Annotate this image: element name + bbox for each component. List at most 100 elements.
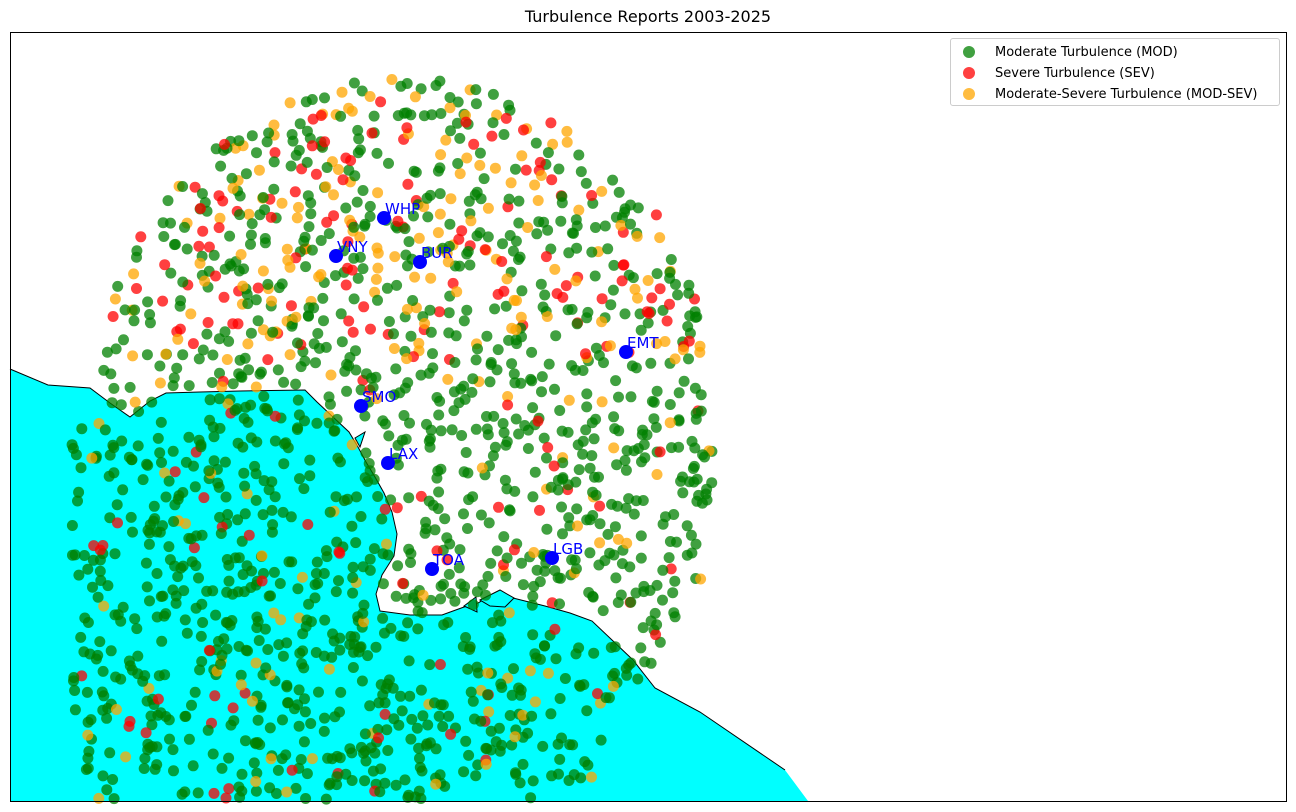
point-mod xyxy=(590,222,601,233)
point-mod xyxy=(133,406,145,417)
point-sev xyxy=(441,554,453,566)
point-mod xyxy=(470,354,482,366)
point-mod xyxy=(527,775,539,787)
point-mod-sev xyxy=(199,275,211,287)
point-mod xyxy=(123,655,135,667)
point-sev xyxy=(445,728,457,740)
point-mod-sev xyxy=(221,354,233,365)
point-mod xyxy=(216,649,228,661)
point-mod xyxy=(584,547,596,559)
point-mod xyxy=(414,752,425,764)
point-mod xyxy=(635,324,647,336)
point-mod xyxy=(543,358,555,370)
point-mod xyxy=(437,721,449,732)
point-mod xyxy=(584,462,596,474)
point-mod xyxy=(280,749,292,761)
point-mod xyxy=(219,456,231,468)
point-mod xyxy=(405,733,417,745)
point-mod xyxy=(262,644,274,655)
point-mod xyxy=(448,386,460,398)
point-mod-sev xyxy=(246,695,258,707)
point-mod xyxy=(332,452,344,464)
point-mod xyxy=(546,770,558,782)
point-mod-sev xyxy=(306,753,318,765)
point-sev xyxy=(661,315,673,327)
point-mod xyxy=(503,193,515,205)
point-mod xyxy=(357,607,369,619)
point-mod xyxy=(526,710,538,722)
point-mod xyxy=(578,679,590,691)
point-mod xyxy=(340,202,352,214)
point-mod xyxy=(112,280,124,292)
point-mod xyxy=(550,653,562,665)
point-mod xyxy=(168,516,180,527)
point-sev xyxy=(315,110,327,121)
point-mod xyxy=(215,160,227,172)
point-mod xyxy=(539,289,551,301)
point-mod xyxy=(317,292,329,304)
point-mod xyxy=(269,435,281,447)
point-mod xyxy=(555,215,567,227)
point-mod xyxy=(359,775,371,787)
point-mod xyxy=(372,723,384,735)
point-mod xyxy=(146,719,158,731)
point-mod xyxy=(107,439,119,451)
point-sev xyxy=(460,116,472,128)
point-mod xyxy=(167,744,179,756)
point-mod xyxy=(370,641,382,653)
airport-marker xyxy=(381,456,395,470)
point-mod xyxy=(72,495,83,507)
point-mod-sev xyxy=(654,232,666,244)
point-mod xyxy=(608,259,620,271)
point-sev xyxy=(289,186,301,198)
point-mod xyxy=(206,377,218,388)
point-mod xyxy=(290,149,302,161)
point-mod-sev xyxy=(615,219,627,231)
point-mod xyxy=(444,218,456,230)
point-mod-sev xyxy=(621,537,633,549)
point-mod xyxy=(151,759,163,771)
point-mod xyxy=(210,609,222,621)
point-mod-sev xyxy=(253,164,265,176)
point-mod xyxy=(304,454,316,466)
point-mod xyxy=(78,550,90,561)
point-mod xyxy=(202,724,214,736)
point-mod xyxy=(407,295,419,306)
point-mod-sev xyxy=(529,179,541,191)
point-mod xyxy=(351,196,363,208)
point-mod xyxy=(129,613,141,625)
legend-marker-sev xyxy=(963,67,975,79)
point-mod-sev xyxy=(524,665,536,677)
point-mod xyxy=(682,321,694,332)
point-mod-sev xyxy=(250,381,262,393)
point-mod-sev xyxy=(401,303,413,315)
point-sev xyxy=(198,492,210,504)
point-mod xyxy=(405,557,416,568)
point-mod xyxy=(293,720,305,732)
airport-smo: SMO xyxy=(354,388,396,413)
point-mod xyxy=(286,129,298,140)
point-mod-sev xyxy=(293,201,304,213)
point-mod xyxy=(334,752,346,764)
point-mod-sev xyxy=(528,547,540,558)
point-mod-sev xyxy=(419,318,431,329)
point-mod-sev xyxy=(243,208,255,220)
point-sev xyxy=(548,460,560,472)
point-sev xyxy=(375,96,387,108)
point-mod-sev xyxy=(180,518,191,530)
point-mod xyxy=(141,349,153,361)
point-mod xyxy=(250,294,262,306)
point-mod xyxy=(303,221,315,233)
point-mod xyxy=(564,520,576,532)
point-mod xyxy=(108,793,120,805)
point-mod xyxy=(99,424,111,436)
point-mod xyxy=(245,432,257,444)
point-mod xyxy=(510,768,522,780)
point-mod xyxy=(343,360,355,372)
airport-label: EMT xyxy=(627,334,659,352)
point-mod xyxy=(95,575,107,586)
point-mod-sev xyxy=(315,269,327,280)
point-mod xyxy=(391,279,403,291)
point-mod xyxy=(357,263,369,275)
point-mod xyxy=(379,697,391,709)
